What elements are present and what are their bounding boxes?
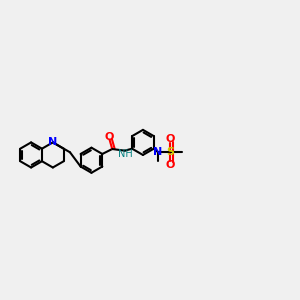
Text: O: O — [166, 134, 175, 144]
Text: N: N — [48, 137, 58, 147]
Text: O: O — [166, 160, 175, 170]
Text: S: S — [166, 147, 174, 157]
Text: NH: NH — [118, 149, 133, 159]
Text: O: O — [105, 133, 114, 142]
Text: N: N — [153, 147, 162, 157]
